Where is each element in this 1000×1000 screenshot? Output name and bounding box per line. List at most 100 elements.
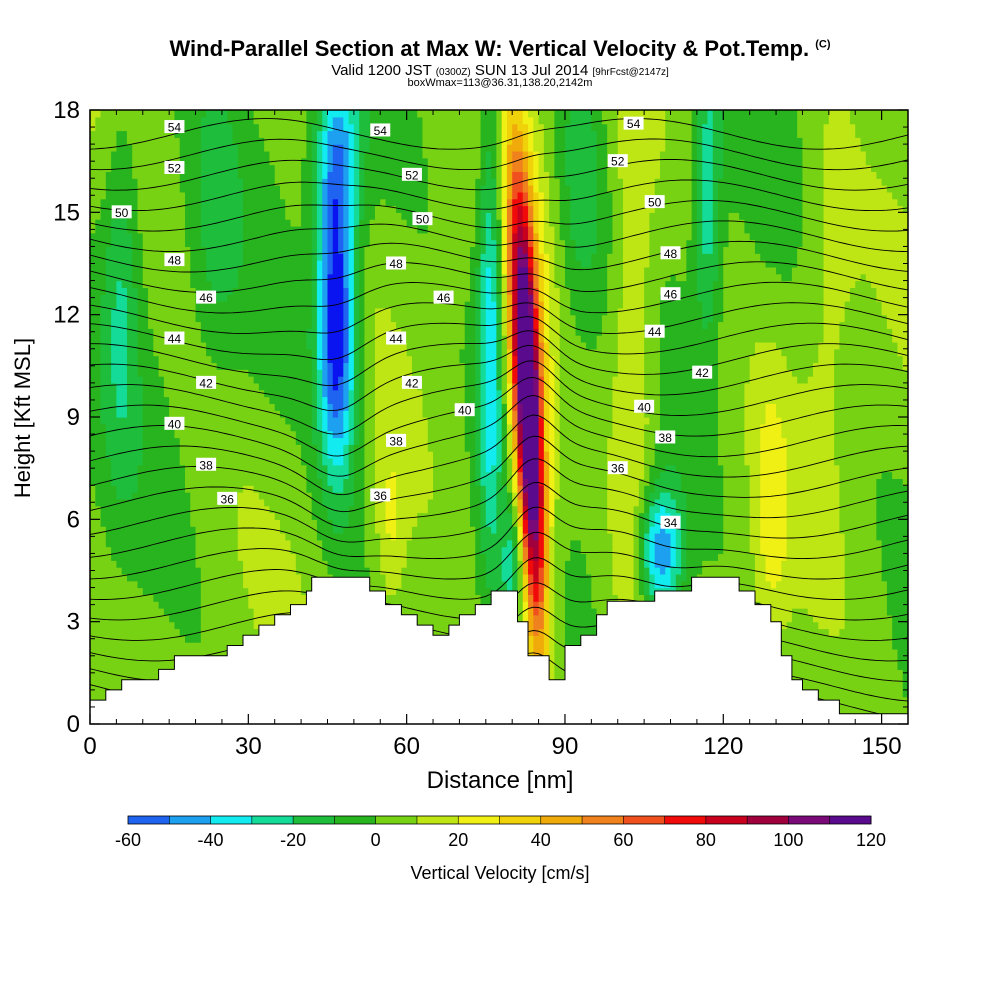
velocity-cell bbox=[454, 573, 461, 582]
velocity-cell bbox=[522, 539, 529, 548]
velocity-cell bbox=[522, 601, 529, 609]
velocity-cell bbox=[448, 614, 455, 623]
velocity-cell bbox=[591, 539, 598, 548]
velocity-cell bbox=[849, 608, 856, 616]
velocity-cell bbox=[623, 519, 629, 527]
velocity-cell bbox=[221, 587, 228, 595]
velocity-cell bbox=[401, 580, 408, 589]
velocity-cell bbox=[153, 594, 160, 602]
velocity-cell bbox=[580, 560, 587, 568]
velocity-cell bbox=[849, 546, 856, 555]
velocity-cell bbox=[401, 567, 408, 575]
velocity-cell bbox=[849, 648, 856, 657]
velocity-cell bbox=[95, 526, 102, 534]
velocity-cell bbox=[564, 587, 571, 595]
velocity-cell bbox=[332, 532, 339, 541]
velocity-cell bbox=[754, 526, 761, 534]
velocity-cell bbox=[849, 614, 856, 623]
velocity-cell bbox=[612, 580, 619, 589]
velocity-cell bbox=[802, 683, 809, 691]
velocity-cell bbox=[179, 512, 186, 520]
velocity-cell bbox=[517, 614, 524, 623]
velocity-cell bbox=[802, 648, 809, 657]
velocity-cell bbox=[459, 580, 466, 589]
velocity-cell bbox=[718, 567, 724, 575]
velocity-cell bbox=[137, 580, 144, 589]
velocity-cell bbox=[855, 573, 862, 582]
velocity-cell bbox=[739, 532, 745, 541]
velocity-cell bbox=[211, 601, 218, 609]
velocity-cell bbox=[596, 546, 603, 555]
velocity-cell bbox=[865, 539, 872, 548]
velocity-cell bbox=[633, 505, 640, 514]
velocity-cell bbox=[855, 560, 862, 568]
velocity-cell bbox=[559, 655, 566, 664]
velocity-cell bbox=[90, 642, 96, 650]
velocity-cell bbox=[221, 546, 228, 555]
velocity-cell bbox=[765, 573, 772, 582]
velocity-cell bbox=[786, 505, 793, 514]
velocity-cell bbox=[459, 512, 466, 520]
velocity-cell bbox=[818, 676, 825, 684]
velocity-cell bbox=[485, 573, 492, 582]
velocity-cell bbox=[174, 608, 181, 616]
velocity-cell bbox=[549, 614, 556, 623]
velocity-cell bbox=[707, 512, 714, 520]
velocity-cell bbox=[464, 587, 471, 595]
velocity-cell bbox=[649, 505, 656, 514]
velocity-cell bbox=[865, 601, 872, 609]
velocity-cell bbox=[849, 560, 856, 568]
velocity-cell bbox=[538, 539, 545, 548]
velocity-cell bbox=[485, 546, 492, 555]
velocity-cell bbox=[237, 573, 244, 582]
velocity-cell bbox=[132, 519, 139, 527]
velocity-cell bbox=[90, 683, 96, 691]
velocity-cell bbox=[834, 676, 840, 684]
velocity-cell bbox=[142, 512, 149, 520]
velocity-cell bbox=[670, 546, 677, 555]
velocity-cell bbox=[105, 546, 112, 555]
velocity-cell bbox=[195, 580, 202, 589]
velocity-cell bbox=[506, 526, 513, 534]
velocity-cell bbox=[591, 560, 598, 568]
velocity-cell bbox=[480, 580, 487, 589]
velocity-cell bbox=[823, 635, 830, 643]
velocity-cell bbox=[279, 519, 286, 527]
velocity-cell bbox=[406, 519, 413, 527]
velocity-cell bbox=[754, 580, 761, 589]
velocity-cell bbox=[807, 573, 814, 582]
velocity-cell bbox=[538, 573, 545, 582]
velocity-cell bbox=[813, 648, 819, 657]
velocity-cell bbox=[190, 648, 197, 657]
velocity-cell bbox=[153, 580, 160, 589]
velocity-cell bbox=[538, 567, 545, 575]
velocity-cell bbox=[554, 505, 561, 514]
velocity-cell bbox=[686, 573, 693, 582]
velocity-cell bbox=[369, 539, 376, 548]
velocity-cell bbox=[469, 526, 476, 534]
velocity-cell bbox=[823, 628, 830, 636]
velocity-cell bbox=[427, 519, 434, 527]
velocity-cell bbox=[380, 505, 387, 514]
velocity-cell bbox=[353, 519, 360, 527]
velocity-cell bbox=[179, 567, 186, 575]
velocity-cell bbox=[90, 587, 96, 595]
velocity-cell bbox=[892, 519, 899, 527]
velocity-cell bbox=[116, 546, 123, 555]
velocity-cell bbox=[390, 512, 397, 520]
velocity-cell bbox=[179, 628, 186, 636]
velocity-cell bbox=[860, 573, 867, 582]
velocity-cell bbox=[221, 519, 228, 527]
velocity-cell bbox=[433, 505, 439, 514]
velocity-cell bbox=[253, 546, 260, 555]
velocity-cell bbox=[274, 526, 281, 534]
velocity-cell bbox=[844, 505, 851, 514]
velocity-cell bbox=[232, 512, 239, 520]
velocity-cell bbox=[865, 662, 872, 671]
velocity-cell bbox=[200, 621, 207, 630]
velocity-cell bbox=[200, 608, 207, 616]
velocity-cell bbox=[105, 655, 112, 664]
velocity-cell bbox=[316, 532, 323, 541]
velocity-cell bbox=[649, 512, 656, 520]
velocity-cell bbox=[433, 546, 439, 555]
